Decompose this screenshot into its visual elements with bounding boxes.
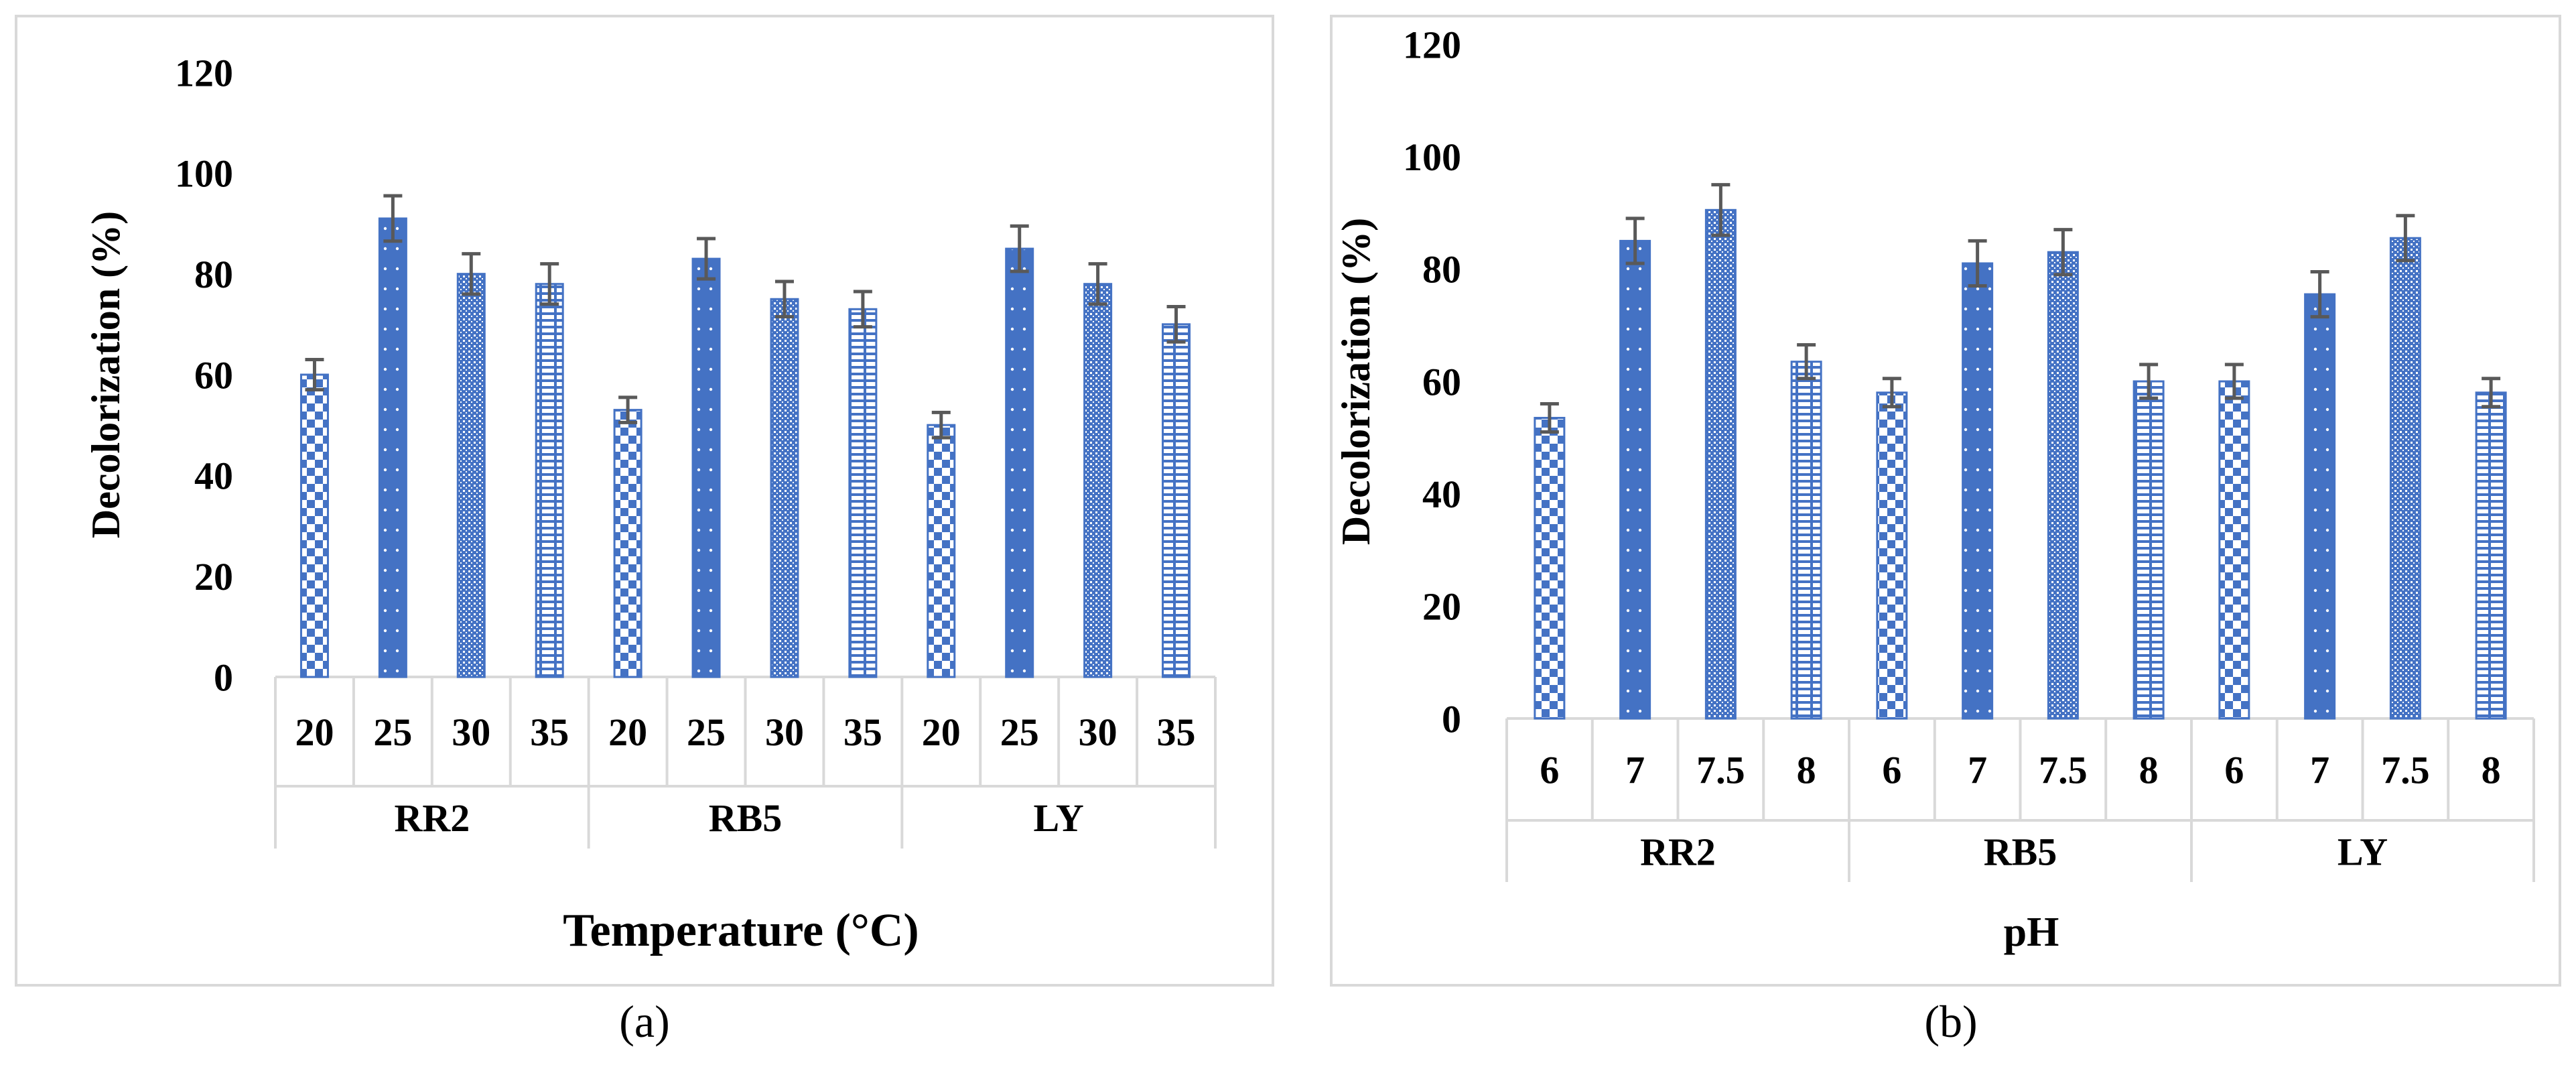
bar-rr2-30 <box>456 273 486 678</box>
y-tick-label: 20 <box>194 555 233 599</box>
x-tick-label: 8 <box>2482 748 2501 792</box>
panel-label-a: (a) <box>619 996 670 1047</box>
bar-ly-8 <box>2475 391 2507 720</box>
x-tick-label: 25 <box>373 710 412 754</box>
x-tick-label: 20 <box>608 710 647 754</box>
panel-label-b: (b) <box>1924 996 1978 1047</box>
bar-rb5-35 <box>848 308 878 678</box>
y-tick-label: 40 <box>194 454 233 498</box>
bar-ly-35 <box>1162 323 1191 678</box>
x-tick-label: 25 <box>687 710 726 754</box>
x-tick-label: 20 <box>295 710 334 754</box>
x-tick-label: 20 <box>922 710 961 754</box>
group-label: RB5 <box>709 796 783 840</box>
bar-ly-25 <box>1005 247 1034 678</box>
x-tick-label: 7 <box>2310 748 2329 792</box>
x-tick-label: 8 <box>1797 748 1816 792</box>
bar-rr2-6 <box>1534 416 1566 720</box>
x-tick-label: 30 <box>765 710 804 754</box>
bar-rb5-7 <box>1962 262 1994 720</box>
y-tick-label: 0 <box>214 655 233 699</box>
x-tick-label: 30 <box>1079 710 1117 754</box>
group-label: RR2 <box>394 796 470 840</box>
y-tick-label: 40 <box>1422 473 1461 516</box>
chart-panel-a: 0 20 40 60 80 100 120 Decolorization (%) 20 25 30 3… <box>15 15 1274 987</box>
group-label: LY <box>1034 796 1084 840</box>
bar-rr2-25 <box>378 217 407 678</box>
bar-rr2-7 <box>1619 239 1651 720</box>
bar-ly-30 <box>1083 283 1113 678</box>
x-axis-label: Temperature (°C) <box>563 905 919 956</box>
y-tick-label: 0 <box>1442 697 1461 741</box>
x-tick-label: 35 <box>1157 710 1196 754</box>
y-tick-label: 20 <box>1422 585 1461 629</box>
x-tick-label: 7 <box>1968 748 1987 792</box>
bar-rr2-20 <box>299 373 329 678</box>
bar-ly-7.5 <box>2389 237 2421 720</box>
bar-rr2-8 <box>1790 361 1822 720</box>
y-tick-label: 100 <box>1403 135 1461 179</box>
bar-rb5-30 <box>770 298 799 678</box>
x-tick-label: 35 <box>530 710 569 754</box>
y-tick-label: 120 <box>175 51 233 95</box>
bar-rb5-7.5 <box>2047 251 2079 720</box>
bar-rr2-35 <box>535 283 564 678</box>
bar-rb5-6 <box>1876 391 1908 720</box>
x-axis-label: pH <box>2004 910 2059 955</box>
x-tick-label: 7.5 <box>2039 748 2088 792</box>
x-tick-label: 6 <box>1540 748 1559 792</box>
x-tick-label: 25 <box>1000 710 1039 754</box>
chart-a: 0 20 40 60 80 100 120 Decolorization (%) 20 25 30 3… <box>84 51 1217 956</box>
x-tick-label: 7.5 <box>1696 748 1745 792</box>
y-tick-label: 80 <box>194 253 233 296</box>
y-axis-label: Decolorization (%) <box>1334 218 1378 545</box>
chart-b: 0 20 40 60 80 100 120 Decolorization (%) 6 7 7.5 8 R… <box>1334 23 2535 955</box>
bar-rb5-20 <box>613 409 642 678</box>
x-tick-label: 7.5 <box>2381 748 2430 792</box>
bar-rb5-8 <box>2132 380 2165 720</box>
y-tick-label: 100 <box>175 152 233 196</box>
bar-ly-6 <box>2218 380 2250 720</box>
bar-ly-7 <box>2304 293 2336 720</box>
y-tick-label: 80 <box>1422 248 1461 292</box>
group-label: RR2 <box>1640 830 1716 873</box>
x-tick-label: 6 <box>2224 748 2244 792</box>
x-tick-label: 7 <box>1625 748 1645 792</box>
y-tick-label: 120 <box>1403 23 1461 66</box>
x-tick-label: 6 <box>1882 748 1901 792</box>
group-label: RB5 <box>1984 830 2057 873</box>
bar-ly-20 <box>927 424 956 678</box>
y-tick-label: 60 <box>1422 360 1461 403</box>
x-tick-label: 35 <box>843 710 882 754</box>
bar-rb5-25 <box>691 257 721 678</box>
chart-panel-b: 0 20 40 60 80 100 120 Decolorization (%) 6 7 7.5 8 R… <box>1330 15 2561 987</box>
bar-rr2-7.5 <box>1704 208 1737 720</box>
y-tick-label: 60 <box>194 353 233 397</box>
x-tick-label: 30 <box>452 710 490 754</box>
x-tick-label: 8 <box>2139 748 2159 792</box>
group-label: LY <box>2337 830 2388 873</box>
y-axis-label: Decolorization (%) <box>84 211 128 538</box>
